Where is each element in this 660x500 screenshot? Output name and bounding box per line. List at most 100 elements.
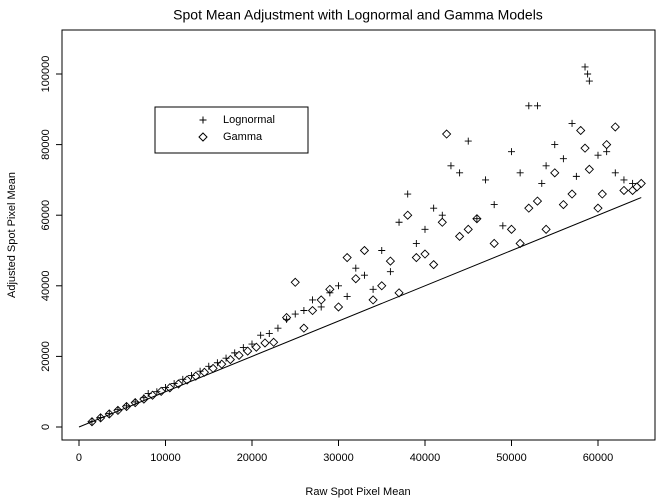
point	[147, 390, 158, 400]
legend-marker	[198, 132, 208, 142]
point	[597, 189, 607, 199]
point	[182, 375, 192, 385]
point	[307, 305, 318, 316]
point	[489, 238, 499, 249]
point	[506, 224, 517, 234]
point	[464, 137, 472, 145]
point	[430, 204, 438, 212]
point	[300, 307, 308, 315]
point	[532, 196, 543, 206]
point	[208, 363, 218, 374]
legend-marker	[199, 116, 207, 124]
point	[421, 225, 429, 233]
point	[359, 245, 370, 256]
point	[454, 231, 465, 242]
point	[113, 405, 123, 416]
point	[593, 203, 603, 213]
point	[386, 268, 394, 276]
point	[441, 129, 452, 139]
point	[291, 310, 299, 318]
point	[217, 359, 227, 369]
point	[594, 151, 602, 159]
point	[538, 179, 546, 187]
point	[412, 239, 420, 247]
point	[611, 169, 619, 177]
point	[533, 102, 541, 110]
point	[438, 211, 446, 219]
point	[447, 162, 455, 170]
point	[342, 252, 352, 263]
x-tick-label: 50000	[496, 452, 527, 464]
point	[234, 350, 244, 360]
point	[629, 179, 637, 187]
point	[191, 371, 201, 381]
point	[499, 222, 507, 230]
point	[351, 274, 361, 284]
point	[411, 252, 421, 263]
y-tick-label: 40000	[40, 271, 52, 302]
point	[559, 155, 567, 163]
point	[281, 312, 292, 323]
point	[550, 168, 560, 178]
x-tick-label: 10000	[150, 452, 181, 464]
point	[516, 169, 524, 177]
point	[619, 185, 629, 196]
point	[343, 292, 351, 300]
point	[309, 296, 317, 304]
point	[403, 210, 413, 220]
point	[114, 406, 122, 414]
point	[456, 169, 464, 177]
point	[404, 190, 412, 198]
point	[576, 125, 586, 136]
point	[429, 259, 439, 270]
point	[260, 338, 270, 348]
point	[95, 413, 106, 423]
point	[243, 346, 253, 356]
point	[541, 224, 551, 234]
point	[325, 284, 335, 294]
chart-title: Spot Mean Adjustment with Lognormal and …	[173, 7, 543, 23]
point	[610, 122, 620, 132]
point	[153, 388, 161, 396]
point	[199, 367, 210, 377]
point	[636, 178, 646, 189]
point	[360, 271, 368, 279]
point	[602, 139, 612, 150]
y-tick-label: 80000	[40, 129, 52, 160]
point	[394, 288, 404, 298]
legend-label: Gamma	[223, 131, 263, 143]
point	[542, 162, 550, 170]
legend-box	[154, 106, 309, 154]
x-axis-label: Raw Spot Pixel Mean	[305, 486, 410, 498]
y-tick-label: 100000	[40, 56, 52, 93]
y-axis-label: Adjusted Spot Pixel Mean	[6, 172, 18, 298]
point	[130, 398, 140, 408]
point	[627, 185, 638, 196]
point	[572, 172, 580, 180]
point	[507, 148, 515, 156]
point	[515, 238, 525, 249]
point	[377, 281, 387, 291]
point	[123, 402, 131, 410]
point	[558, 199, 569, 210]
point	[170, 380, 178, 388]
point	[131, 398, 139, 406]
point	[378, 247, 386, 254]
point	[274, 324, 282, 332]
legend-label: Lognormal	[223, 114, 275, 126]
point	[437, 217, 447, 227]
x-tick-label: 30000	[323, 452, 354, 464]
y-tick-label: 20000	[40, 341, 52, 372]
point	[472, 214, 482, 224]
x-tick-label: 40000	[410, 452, 441, 464]
point	[584, 164, 594, 174]
point	[568, 119, 576, 127]
point	[585, 77, 593, 85]
point	[490, 201, 498, 209]
point	[222, 354, 230, 362]
point	[334, 282, 342, 290]
point	[161, 383, 169, 391]
y-tick-label: 0	[40, 424, 52, 430]
point	[121, 401, 132, 412]
point	[385, 256, 396, 266]
